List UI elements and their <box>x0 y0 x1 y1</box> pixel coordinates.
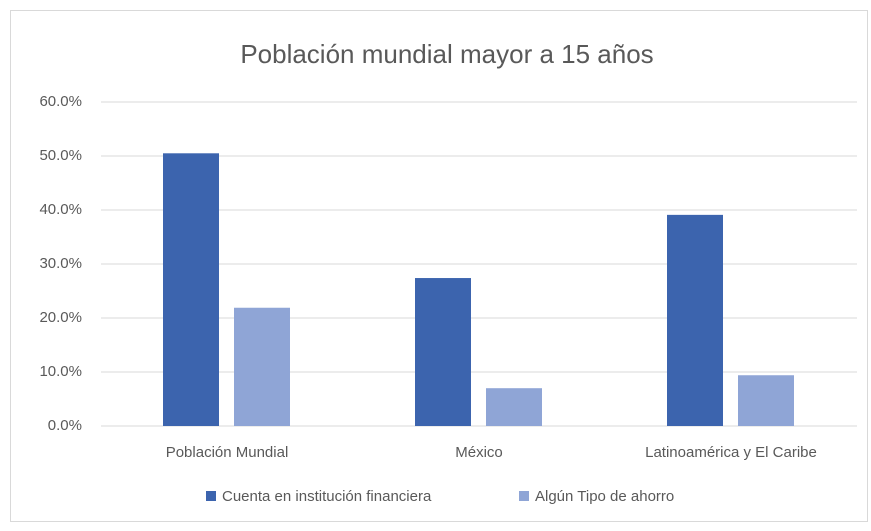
y-tick-label: 0.0% <box>48 417 82 434</box>
bar <box>738 375 794 426</box>
chart-title: Población mundial mayor a 15 años <box>240 39 653 69</box>
bar <box>486 388 542 426</box>
chart-frame <box>10 10 868 522</box>
y-tick-label: 60.0% <box>39 93 82 110</box>
bar <box>163 153 219 427</box>
y-tick-label: 10.0% <box>39 363 82 380</box>
legend-label: Algún Tipo de ahorro <box>535 488 674 505</box>
x-tick-label: Latinoamérica y El Caribe <box>645 444 817 461</box>
x-tick-label: Población Mundial <box>166 444 289 461</box>
x-tick-label: México <box>455 444 503 461</box>
legend-label: Cuenta en institución financiera <box>222 488 432 505</box>
bar <box>667 214 723 426</box>
bar <box>234 307 290 426</box>
bar <box>415 278 471 426</box>
y-tick-label: 20.0% <box>39 309 82 326</box>
legend-swatch <box>519 491 529 501</box>
y-tick-label: 30.0% <box>39 255 82 272</box>
y-tick-label: 40.0% <box>39 201 82 218</box>
legend-swatch <box>206 491 216 501</box>
y-tick-label: 50.0% <box>39 147 82 164</box>
